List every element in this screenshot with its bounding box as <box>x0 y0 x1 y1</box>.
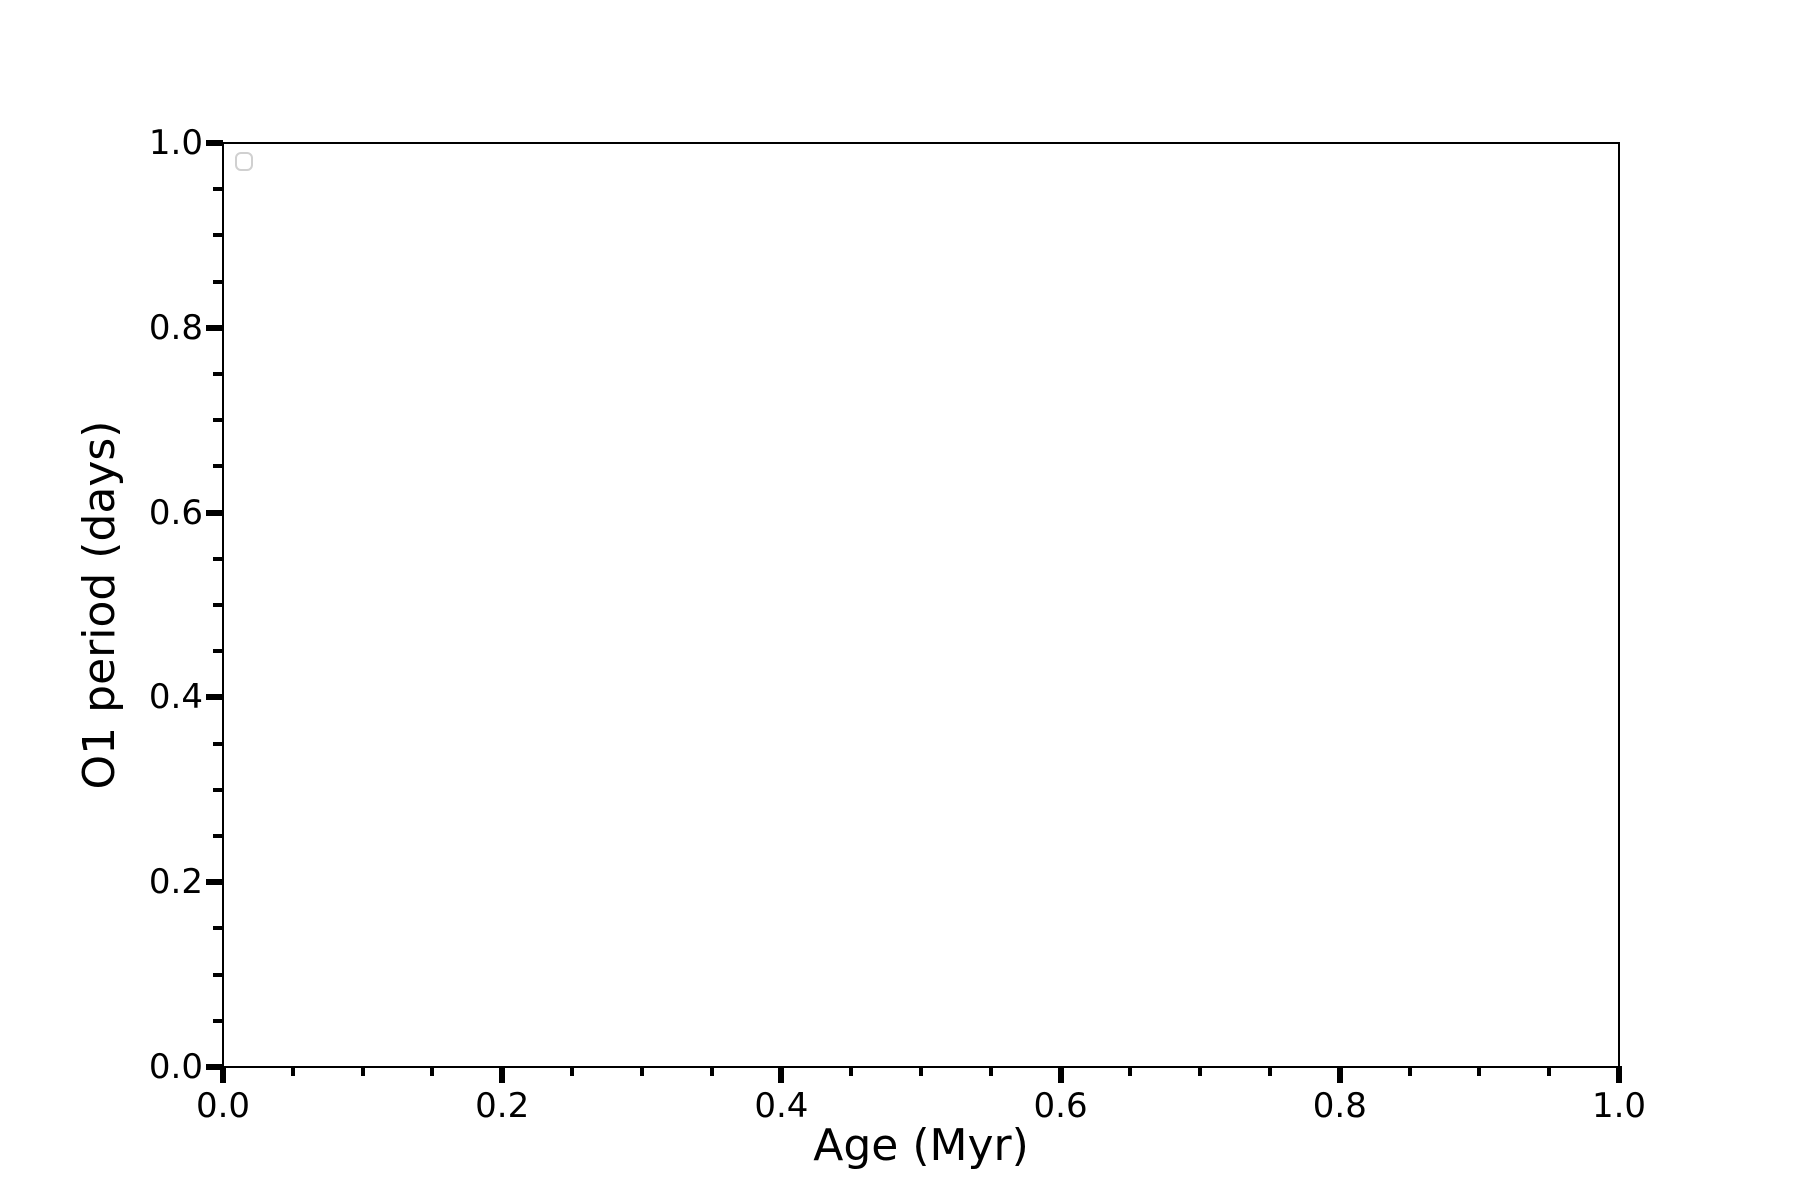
y-minor-tick <box>213 233 223 238</box>
x-minor-tick <box>1128 1066 1133 1076</box>
x-minor-tick <box>1268 1066 1272 1076</box>
x-minor-tick <box>1547 1066 1552 1076</box>
y-minor-tick <box>213 972 223 977</box>
x-minor-tick <box>639 1066 644 1076</box>
y-minor-tick <box>213 1018 223 1023</box>
x-axis-label: Age (Myr) <box>813 1120 1029 1171</box>
y-minor-tick <box>213 418 223 423</box>
x-minor-tick <box>1198 1066 1203 1076</box>
y-minor-tick <box>213 741 223 746</box>
y-major-tick <box>206 694 223 701</box>
y-minor-tick <box>213 926 223 931</box>
y-minor-tick <box>213 464 223 469</box>
y-minor-tick <box>213 603 223 607</box>
y-major-tick <box>206 879 223 886</box>
x-major-tick <box>220 1066 226 1083</box>
y-major-tick <box>206 1064 223 1070</box>
x-minor-tick <box>849 1066 854 1076</box>
legend-box <box>235 152 253 171</box>
x-tick-label: 0.6 <box>1033 1086 1088 1126</box>
y-tick-label: 0.4 <box>148 677 203 718</box>
y-major-tick <box>206 140 223 146</box>
y-tick-label: 0.0 <box>148 1047 203 1087</box>
y-minor-tick <box>213 787 223 792</box>
y-minor-tick <box>213 372 223 376</box>
x-minor-tick <box>430 1066 435 1076</box>
x-major-tick <box>1616 1066 1622 1083</box>
y-tick-label: 0.2 <box>148 862 203 903</box>
x-major-tick <box>1057 1066 1064 1083</box>
x-major-tick <box>499 1066 506 1083</box>
y-axis-label: O1 period (days) <box>74 420 125 790</box>
y-minor-tick <box>213 279 223 284</box>
x-tick-label: 0.4 <box>754 1086 809 1126</box>
y-minor-tick <box>213 834 223 838</box>
y-tick-label: 1.0 <box>148 123 203 163</box>
x-tick-label: 1.0 <box>1591 1086 1647 1126</box>
x-minor-tick <box>1407 1066 1412 1076</box>
y-tick-label: 0.8 <box>148 307 203 348</box>
x-tick-label: 0.2 <box>475 1086 530 1126</box>
x-tick-label: 0.8 <box>1312 1086 1367 1126</box>
x-minor-tick <box>570 1066 574 1076</box>
y-minor-tick <box>213 187 223 192</box>
x-minor-tick <box>988 1066 993 1076</box>
y-major-tick <box>206 509 223 516</box>
y-minor-tick <box>213 556 223 561</box>
x-minor-tick <box>290 1066 295 1076</box>
y-minor-tick <box>213 649 223 654</box>
x-minor-tick <box>1477 1066 1482 1076</box>
y-major-tick <box>206 324 223 331</box>
x-minor-tick <box>919 1066 923 1076</box>
x-major-tick <box>1336 1066 1343 1083</box>
x-tick-label: 0.0 <box>195 1086 251 1126</box>
x-major-tick <box>778 1066 785 1083</box>
plot-area <box>222 142 1620 1068</box>
y-tick-label: 0.6 <box>148 492 203 533</box>
x-minor-tick <box>709 1066 714 1076</box>
x-minor-tick <box>360 1066 365 1076</box>
